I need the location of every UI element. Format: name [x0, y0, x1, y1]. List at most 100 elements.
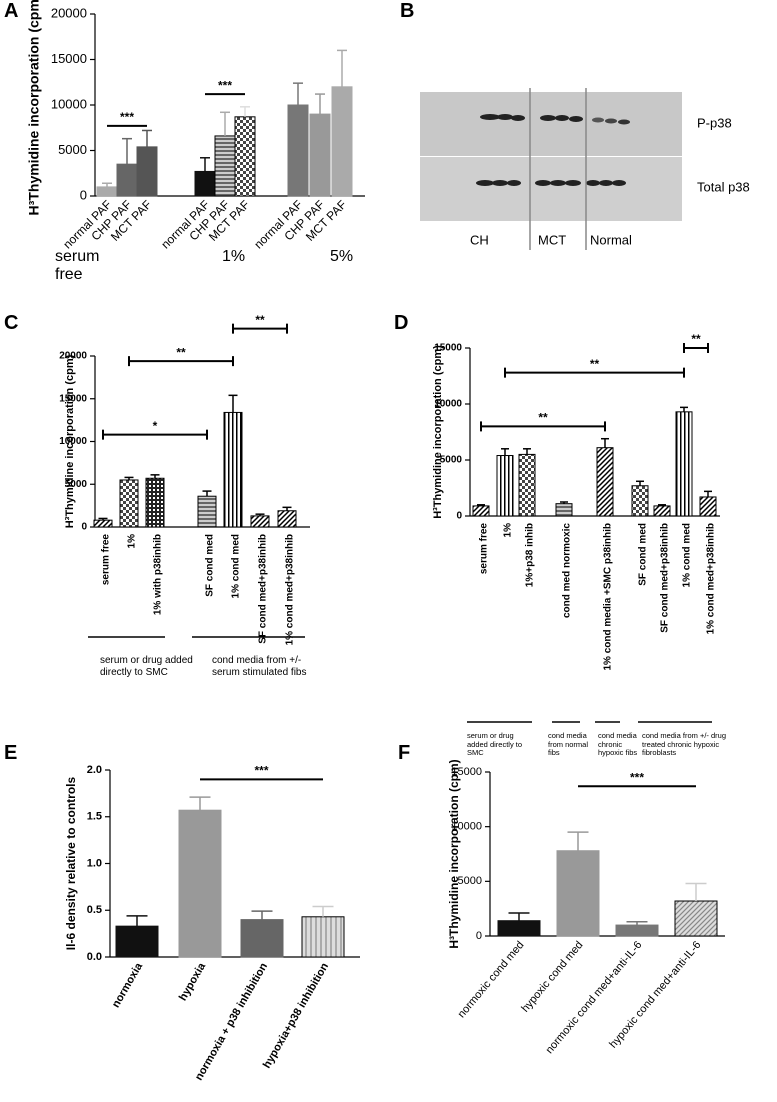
y-tick-label: 15000	[59, 393, 87, 404]
group-label: cond media chronic hypoxic fibs	[598, 731, 638, 758]
x-tick-label: hypoxic cond med	[519, 939, 585, 1015]
blot-background	[420, 92, 682, 156]
significance-label: *	[153, 419, 158, 433]
bar	[93, 519, 113, 528]
blot-row-label: Total p38	[697, 179, 750, 194]
significance-label: ***	[218, 78, 232, 92]
significance-label: **	[538, 411, 548, 425]
x-tick-label: normoxic cond med	[456, 939, 527, 1020]
x-tick-label: normoxic cond med+anti-IL-6	[544, 939, 645, 1056]
significance-label: **	[691, 332, 701, 346]
bar	[234, 116, 256, 197]
panel-label: E	[4, 742, 18, 764]
significance-label: **	[176, 345, 186, 359]
bar	[214, 135, 236, 197]
bar	[497, 920, 541, 937]
panel-label: F	[398, 742, 411, 764]
bar	[631, 485, 649, 517]
blot-lane-label: Normal	[590, 232, 632, 247]
group-label: serum or drug added directly to SMC	[467, 731, 523, 758]
y-tick-label: 5000	[440, 455, 463, 466]
y-axis-label: Il-6 density relative to controls	[64, 776, 78, 950]
x-tick-label: 1%+p38 inhib	[525, 523, 536, 587]
significance-label: ***	[254, 764, 268, 778]
group-label: cond media from +/- drug treated chronic…	[642, 731, 726, 758]
y-axis-label: H³Thymidine incorporation (cpm)	[64, 354, 76, 528]
bar	[119, 479, 139, 528]
y-tick-label: 1.0	[87, 857, 102, 869]
y-tick-label: 0.5	[87, 904, 102, 916]
y-tick-label: 15000	[51, 51, 87, 66]
x-tick-label: hypoxia+p38 inhibition	[261, 961, 331, 1071]
blot-lane-label: MCT	[538, 232, 566, 247]
bar	[287, 104, 309, 197]
bar	[496, 455, 514, 517]
bar	[555, 503, 573, 517]
x-tick-label: hypoxia	[177, 960, 209, 1003]
bar	[518, 453, 536, 517]
group-label: 1%	[222, 248, 246, 265]
bar	[194, 170, 216, 197]
bar	[115, 925, 159, 958]
y-tick-label: 5000	[65, 479, 88, 490]
blot: P-p38 Total p38 CH MCT Normal	[420, 88, 750, 250]
x-tick-label: normoxia + p38 inhibition	[193, 961, 270, 1083]
x-tick-label: 1% with p38inhib	[153, 534, 164, 615]
bar	[145, 477, 165, 528]
bar	[699, 496, 717, 517]
bar	[116, 163, 138, 197]
significance-label: ***	[120, 110, 134, 124]
y-tick-label: 5000	[458, 875, 482, 887]
y-tick-label: 1.5	[87, 811, 102, 823]
blot-background	[420, 157, 682, 221]
bar	[675, 411, 693, 517]
blot-lane-label: CH	[470, 232, 489, 247]
y-tick-label: 0	[80, 187, 87, 202]
bar	[615, 924, 659, 937]
bar	[223, 411, 243, 528]
bar	[674, 900, 718, 937]
y-tick-label: 15000	[434, 343, 462, 354]
group-label: cond media from normal fibs	[548, 731, 589, 758]
y-tick-label: 10000	[434, 399, 462, 410]
y-tick-label: 5000	[58, 142, 87, 157]
y-tick-label: 10000	[51, 96, 87, 111]
x-tick-label: normoxia	[110, 960, 146, 1010]
bar	[240, 919, 284, 958]
bar	[596, 447, 614, 517]
bar	[136, 146, 158, 197]
panel-label: D	[394, 312, 409, 334]
x-tick-label: 1%	[127, 534, 138, 549]
y-tick-label: 20000	[51, 5, 87, 20]
significance-label: ***	[630, 770, 644, 784]
y-tick-label: 20000	[59, 351, 87, 362]
y-tick-label: 2.0	[87, 764, 102, 776]
x-tick-label: serum free	[479, 523, 490, 575]
x-tick-label: serum free	[101, 534, 112, 586]
x-tick-label: SF cond med+p38inhib	[258, 534, 269, 644]
bar	[309, 113, 331, 197]
x-tick-label: SF cond med	[638, 523, 649, 586]
x-tick-label: 1% cond med	[682, 523, 693, 587]
bar	[197, 495, 217, 528]
x-tick-label: 1% cond media +SMC p38inhib	[603, 523, 614, 671]
y-tick-label: 10000	[59, 436, 87, 447]
bands	[476, 114, 630, 186]
x-tick-label: SF cond med	[205, 534, 216, 597]
y-tick-label: 0.0	[87, 951, 102, 963]
bar	[250, 515, 270, 528]
bar	[653, 505, 671, 517]
panel-label: A	[4, 0, 19, 22]
bar	[301, 916, 345, 958]
bar	[556, 850, 600, 937]
significance-label: **	[590, 357, 600, 371]
bar	[472, 505, 490, 517]
x-tick-label: 1% cond med	[231, 534, 242, 598]
y-tick-label: 0	[456, 511, 462, 522]
group-label: cond media from +/- serum stimulated fib…	[212, 655, 307, 678]
bar	[96, 186, 118, 197]
y-axis-label: H³Thymidine incorporation (cpm)	[447, 759, 461, 948]
group-label: serum free	[55, 248, 100, 284]
